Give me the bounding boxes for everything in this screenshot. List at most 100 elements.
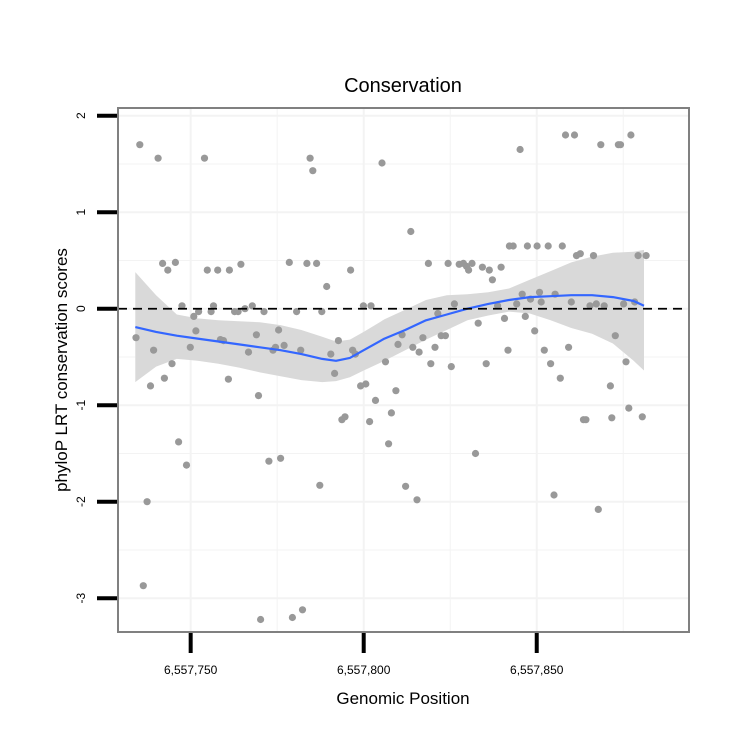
data-point <box>309 167 317 175</box>
x-tick-label: 6,557,850 <box>510 663 564 677</box>
data-point <box>478 263 486 271</box>
data-point <box>327 350 335 358</box>
data-point <box>168 360 176 368</box>
data-point <box>468 259 476 267</box>
data-point <box>234 308 242 316</box>
data-point <box>535 288 544 296</box>
data-point <box>392 387 400 395</box>
data-point <box>537 298 545 306</box>
data-point <box>387 409 395 417</box>
data-point <box>589 252 598 260</box>
data-point <box>600 302 608 310</box>
data-point <box>244 348 253 356</box>
data-point <box>288 613 296 622</box>
data-point <box>592 300 600 308</box>
data-point <box>582 416 590 424</box>
y-tick-label: 1 <box>74 209 88 216</box>
data-point <box>277 454 285 462</box>
data-point <box>407 227 415 236</box>
data-point <box>504 346 512 354</box>
data-point <box>160 374 168 382</box>
data-point <box>200 154 209 162</box>
data-point <box>620 300 628 308</box>
data-point <box>224 375 232 383</box>
data-point <box>371 396 380 404</box>
data-point <box>424 259 432 267</box>
data-point <box>533 242 541 250</box>
data-point <box>303 259 311 267</box>
data-point <box>150 346 158 354</box>
data-point <box>378 159 386 167</box>
data-point <box>334 337 342 345</box>
data-point <box>341 413 349 421</box>
data-point <box>485 266 493 274</box>
data-point <box>171 258 179 266</box>
data-point <box>316 481 324 489</box>
plot-panel <box>117 107 690 633</box>
data-point <box>297 346 305 354</box>
data-point <box>381 358 390 366</box>
data-point <box>362 380 370 388</box>
x-tick-label: 6,557,800 <box>337 663 391 677</box>
y-tick-label: 2 <box>74 112 88 119</box>
data-point <box>565 343 573 351</box>
data-point <box>331 369 339 377</box>
data-point <box>521 312 529 320</box>
data-point <box>159 259 167 267</box>
data-point <box>313 259 321 267</box>
data-point <box>139 582 147 590</box>
data-point <box>634 252 642 260</box>
data-point <box>471 449 480 458</box>
data-point <box>178 302 186 310</box>
data-point <box>257 615 265 624</box>
data-point <box>419 334 427 342</box>
data-point <box>450 300 458 308</box>
data-point <box>447 363 455 371</box>
smooth-line <box>135 294 645 362</box>
data-point <box>175 438 183 446</box>
data-point <box>415 348 423 356</box>
data-point <box>556 374 564 382</box>
data-point <box>164 266 172 274</box>
data-point <box>136 141 144 149</box>
panel-border <box>117 107 690 633</box>
y-tick-label: 0 <box>74 305 88 312</box>
data-point <box>638 413 646 421</box>
data-point <box>608 414 616 422</box>
confidence-ribbon <box>135 249 645 383</box>
data-point <box>516 145 524 154</box>
data-point <box>558 242 566 250</box>
data-point <box>570 131 579 139</box>
data-point <box>192 327 200 335</box>
data-point <box>209 302 218 310</box>
data-point <box>518 290 526 298</box>
x-tick-label: 6,557,750 <box>164 663 218 677</box>
y-tick-label: -2 <box>74 496 88 507</box>
data-point <box>195 308 203 316</box>
data-point <box>544 242 552 250</box>
data-point <box>146 382 155 390</box>
data-point <box>275 326 283 334</box>
data-point <box>550 491 558 499</box>
data-point <box>531 327 539 335</box>
y-tick-label: -3 <box>74 593 88 604</box>
data-point <box>306 154 314 162</box>
data-point <box>359 302 367 310</box>
data-point <box>385 440 393 448</box>
data-point <box>474 319 482 327</box>
data-point <box>298 606 307 614</box>
data-point <box>252 331 260 339</box>
data-point <box>441 332 449 340</box>
data-point <box>285 258 293 266</box>
data-point <box>260 308 268 316</box>
data-point <box>540 346 548 354</box>
data-point <box>465 266 473 274</box>
data-point <box>625 404 633 412</box>
data-point <box>265 457 273 465</box>
data-point <box>248 302 256 310</box>
data-point <box>214 266 222 274</box>
data-point <box>254 392 263 400</box>
data-point <box>494 302 502 310</box>
data-point <box>606 382 615 390</box>
